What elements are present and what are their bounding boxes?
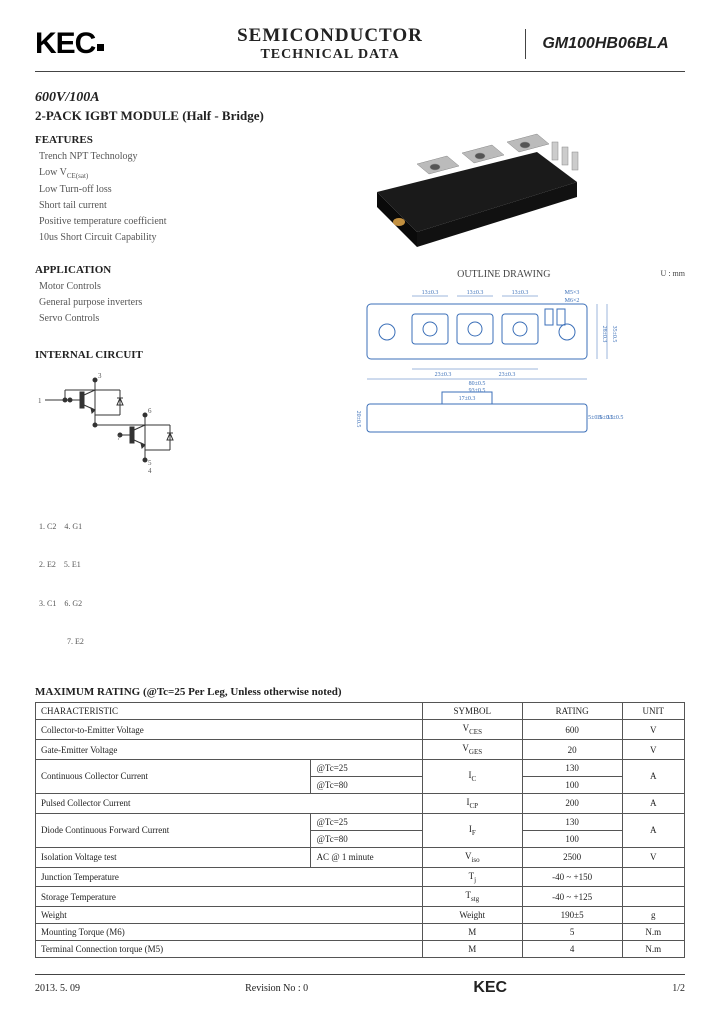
svg-text:1: 1 <box>38 397 42 405</box>
application-item: Servo Controls <box>39 311 335 327</box>
pinmap-row: 7. E2 <box>39 636 335 649</box>
th-rating: RATING <box>522 703 622 720</box>
rating-title: 600V/100A <box>35 90 335 106</box>
table-row: Storage Temperature Tstg -40 ~ +125 <box>36 887 685 907</box>
feature-item: Trench NPT Technology <box>39 149 335 165</box>
table-title: MAXIMUM RATING (@Tc=25 Per Leg, Unless o… <box>35 686 685 698</box>
table-row: Junction Temperature Tj -40 ~ +150 <box>36 867 685 887</box>
table-row: Diode Continuous Forward Current @Tc=25 … <box>36 813 685 830</box>
left-column: 600V/100A 2-PACK IGBT MODULE (Half - Bri… <box>35 84 335 674</box>
th-characteristic: CHARACTERISTIC <box>36 703 423 720</box>
svg-text:6: 6 <box>148 407 152 415</box>
table-row: Mounting Torque (M6) M 5 N.m <box>36 924 685 941</box>
logo: KEC <box>35 27 135 61</box>
footer-logo: KEC <box>473 979 507 997</box>
ratings-table: CHARACTERISTIC SYMBOL RATING UNIT Collec… <box>35 702 685 958</box>
outline-drawing-label: OUTLINE DRAWING U : mm <box>347 269 685 280</box>
table-row: Continuous Collector Current @Tc=25 IC 1… <box>36 759 685 776</box>
footer: 2013. 5. 09 Revision No : 0 KEC 1/2 <box>35 974 685 997</box>
feature-item: Positive temperature coefficient <box>39 214 335 230</box>
product-photo <box>347 92 607 252</box>
svg-text:7: 7 <box>117 434 121 442</box>
dim-text: 80±0.5 <box>469 381 486 387</box>
table-row: Gate-Emitter Voltage VGES 20 V <box>36 740 685 760</box>
header: KEC SEMICONDUCTOR TECHNICAL DATA GM100HB… <box>35 25 685 72</box>
dim-text: 13±0.3 <box>512 290 529 296</box>
feature-item: Short tail current <box>39 198 335 214</box>
logo-text: KEC <box>35 27 95 60</box>
application-list: Motor Controls General purpose inverters… <box>35 279 335 327</box>
application-item: General purpose inverters <box>39 295 335 311</box>
header-title-block: SEMICONDUCTOR TECHNICAL DATA <box>135 25 525 63</box>
internal-circuit-diagram: 1 3 6 7 54 <box>35 370 205 490</box>
th-symbol: SYMBOL <box>422 703 522 720</box>
svg-text:4: 4 <box>148 467 152 475</box>
outline-unit: U : mm <box>661 269 685 278</box>
application-item: Motor Controls <box>39 279 335 295</box>
dim-text: 31±0.5 <box>607 415 624 421</box>
dim-text: 13±0.3 <box>467 290 484 296</box>
pin-map: 1. C2 4. G1 2. E2 5. E1 3. C1 6. G2 7. E… <box>35 495 335 674</box>
header-title1: SEMICONDUCTOR <box>135 25 525 47</box>
svg-text:3: 3 <box>98 372 102 380</box>
dim-text: 35±0.5 <box>611 326 617 343</box>
dim-text: 28±0.3 <box>601 326 607 343</box>
dim-text: 20±0.5 <box>355 411 361 428</box>
feature-item: Low Turn-off loss <box>39 182 335 198</box>
table-row: Pulsed Collector Current ICP 200 A <box>36 793 685 813</box>
footer-revision: Revision No : 0 <box>245 983 308 994</box>
footer-page: 1/2 <box>672 983 685 994</box>
header-title2: TECHNICAL DATA <box>135 47 525 63</box>
dim-text: 23±0.3 <box>499 372 516 378</box>
table-row: Isolation Voltage test AC @ 1 minute Vis… <box>36 847 685 867</box>
feature-item: Low VCE(sat) <box>39 165 335 182</box>
dim-text: 93±0.5 <box>469 388 486 394</box>
pinmap-row: 1. C2 4. G1 <box>39 521 335 534</box>
svg-text:5: 5 <box>148 459 152 467</box>
table-row: Weight Weight 190±5 g <box>36 907 685 924</box>
pinmap-row: 3. C1 6. G2 <box>39 598 335 611</box>
application-heading: APPLICATION <box>35 264 335 276</box>
dim-text: M5×3 <box>565 290 580 296</box>
footer-date: 2013. 5. 09 <box>35 983 80 994</box>
pinmap-row: 2. E2 5. E1 <box>39 559 335 572</box>
th-unit: UNIT <box>622 703 684 720</box>
internal-circuit-heading: INTERNAL CIRCUIT <box>35 349 335 361</box>
dim-text: 13±0.3 <box>422 290 439 296</box>
main-content: 600V/100A 2-PACK IGBT MODULE (Half - Bri… <box>35 84 685 674</box>
features-heading: FEATURES <box>35 134 335 146</box>
dim-text: 23±0.3 <box>435 372 452 378</box>
dim-text: M6×2 <box>565 298 580 304</box>
right-column: OUTLINE DRAWING U : mm 1 <box>347 84 685 674</box>
features-list: Trench NPT Technology Low VCE(sat) Low T… <box>35 149 335 246</box>
table-row: Terminal Connection torque (M5) M 4 N.m <box>36 941 685 958</box>
part-number: GM100HB06BLA <box>525 29 685 59</box>
table-row: Collector-to-Emitter Voltage VCES 600 V <box>36 720 685 740</box>
feature-item: 10us Short Circuit Capability <box>39 230 335 246</box>
table-header-row: CHARACTERISTIC SYMBOL RATING UNIT <box>36 703 685 720</box>
module-title: 2-PACK IGBT MODULE (Half - Bridge) <box>35 108 335 124</box>
dim-text: 17±0.3 <box>459 396 476 402</box>
outline-drawing: 13±0.3 13±0.3 13±0.3 M5×3 M6×2 28±0.3 35… <box>347 284 627 454</box>
